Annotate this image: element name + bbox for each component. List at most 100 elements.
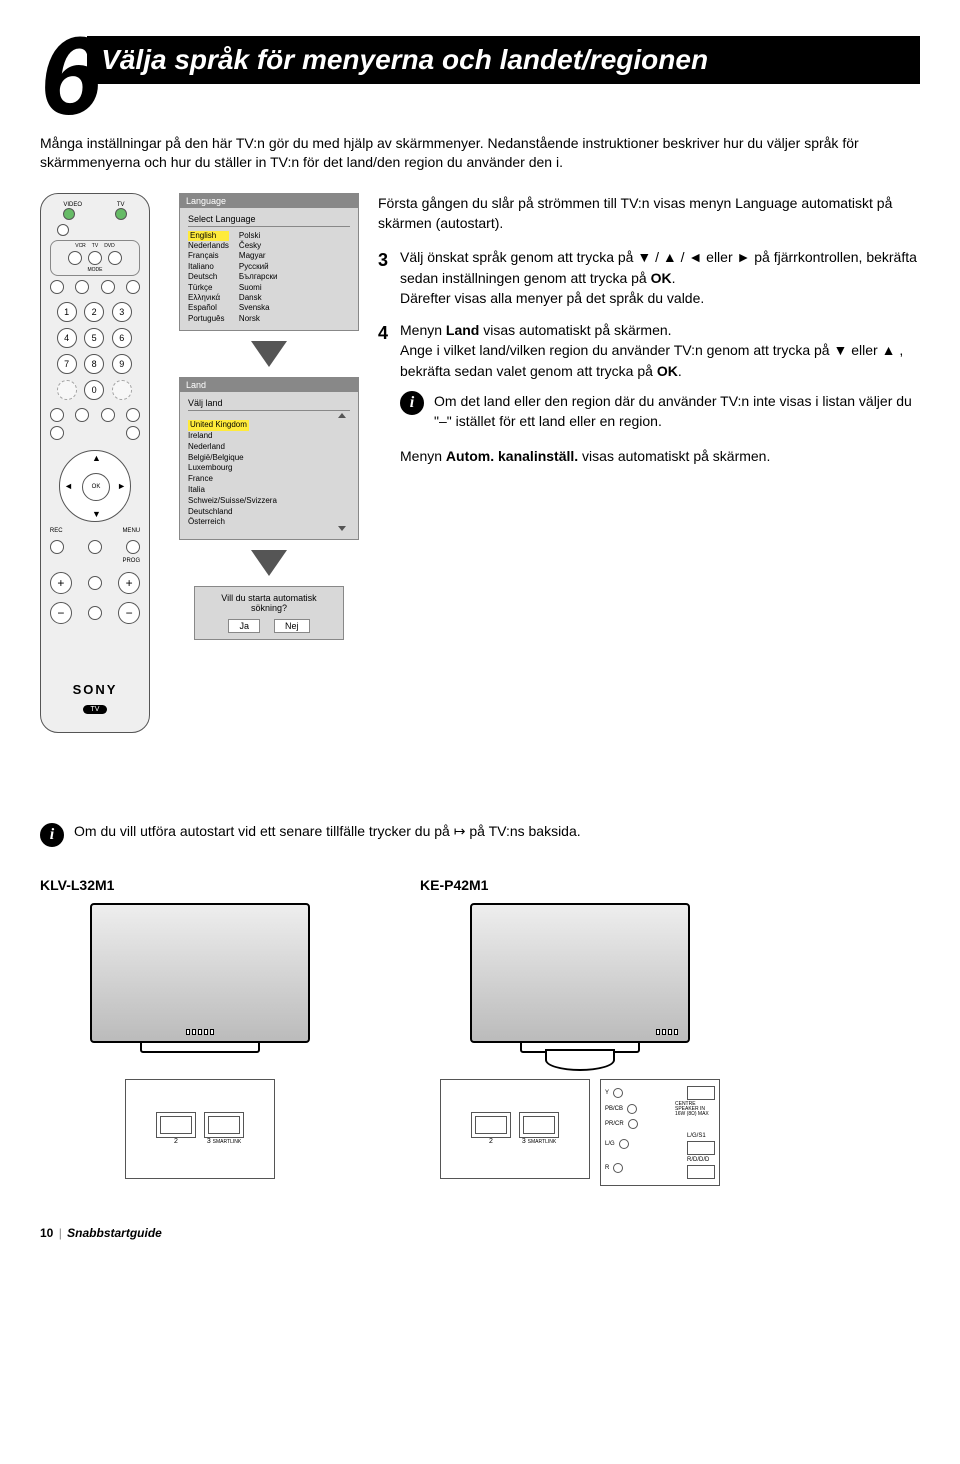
land-item[interactable]: België/Belgique — [188, 453, 350, 464]
land-item[interactable]: Ireland — [188, 431, 350, 442]
keypad-8[interactable]: 8 — [84, 354, 104, 374]
keypad-2[interactable]: 2 — [84, 302, 104, 322]
remote-video-label: VIDEO — [63, 202, 82, 208]
remote-color-yellow[interactable] — [101, 408, 115, 422]
flow-arrow-icon — [251, 550, 287, 576]
left-arrow-icon: ◄ — [688, 247, 702, 267]
remote-dpad[interactable]: ▲ ▼ ◄ ► OK — [59, 450, 131, 522]
vol-down-button[interactable]: − — [50, 602, 72, 624]
lang-item[interactable]: Svenska — [239, 303, 278, 313]
step-3-number: 3 — [378, 247, 400, 308]
lang-item[interactable]: Nederlands — [188, 241, 229, 251]
lang-item[interactable]: Español — [188, 303, 229, 313]
remote-color-blue[interactable] — [126, 408, 140, 422]
lgs1-connector-icon — [687, 1141, 715, 1155]
lg-connector-icon — [619, 1139, 629, 1149]
keypad-7[interactable]: 7 — [57, 354, 77, 374]
remote-center-small[interactable] — [88, 576, 102, 590]
remote-power-tv[interactable] — [115, 208, 127, 220]
prog-down-button[interactable]: − — [118, 602, 140, 624]
lang-item[interactable]: Ελληνικά — [188, 293, 229, 303]
lang-item[interactable]: Polski — [239, 231, 278, 241]
land-item[interactable]: Italia — [188, 485, 350, 496]
keypad-0[interactable]: 0 — [84, 380, 104, 400]
scroll-up-icon — [338, 413, 346, 418]
land-item[interactable]: Luxembourg — [188, 463, 350, 474]
remote-ext-btn[interactable] — [88, 540, 102, 554]
keypad-1[interactable]: 1 — [57, 302, 77, 322]
remote-teletext[interactable] — [50, 426, 64, 440]
model-1-name: KLV-L32M1 — [40, 877, 360, 893]
lang-item[interactable]: Português — [188, 314, 229, 324]
mode-tv-button[interactable] — [88, 251, 102, 265]
keypad-4[interactable]: 4 — [57, 328, 77, 348]
lang-item[interactable]: Italiano — [188, 262, 229, 272]
lang-item[interactable]: Magyar — [239, 251, 278, 261]
remote-control: VIDEO TV VCR TV DVD — [40, 193, 150, 733]
confirm-yes-button[interactable]: Ja — [228, 619, 260, 633]
lang-item[interactable]: Français — [188, 251, 229, 261]
model-2-name: KE-P42M1 — [420, 877, 740, 893]
intro-text: Många inställningar på den här TV:n gör … — [40, 134, 920, 173]
flow-arrow-icon — [251, 341, 287, 367]
lang-item[interactable]: Български — [239, 272, 278, 282]
remote-brand: SONY — [73, 682, 118, 697]
lang-item[interactable]: Suomi — [239, 283, 278, 293]
keypad-ext1[interactable] — [57, 380, 77, 400]
down-arrow-icon: ▼ — [637, 247, 651, 267]
remote-mute[interactable] — [57, 224, 69, 236]
lang-item[interactable]: Deutsch — [188, 272, 229, 282]
lang-item[interactable]: Dansk — [239, 293, 278, 303]
keypad-5[interactable]: 5 — [84, 328, 104, 348]
keypad-9[interactable]: 9 — [112, 354, 132, 374]
land-item[interactable]: Nederland — [188, 442, 350, 453]
scart-port-icon — [156, 1112, 196, 1138]
keypad-3[interactable]: 3 — [112, 302, 132, 322]
lang-item[interactable]: Türkçe — [188, 283, 229, 293]
osd-language: Language Select Language English Nederla… — [179, 193, 359, 332]
lang-english[interactable]: English — [188, 231, 229, 241]
scart-port-icon — [471, 1112, 511, 1138]
keypad-6[interactable]: 6 — [112, 328, 132, 348]
land-item-uk[interactable]: United Kingdom — [188, 420, 249, 431]
lang-item[interactable]: Norsk — [239, 314, 278, 324]
osd-language-title: Language — [180, 194, 358, 208]
remote-fn3[interactable] — [101, 280, 115, 294]
remote-power-video[interactable] — [63, 208, 75, 220]
prog-up-button[interactable]: + — [118, 572, 140, 594]
lang-item[interactable]: Русский — [239, 262, 278, 272]
menu-button[interactable] — [126, 540, 140, 554]
lang-item[interactable]: Česky — [239, 241, 278, 251]
mode-vcr-label: VCR — [75, 243, 86, 249]
keypad-ext2[interactable] — [112, 380, 132, 400]
info-icon: i — [40, 823, 64, 847]
r-connector-icon — [613, 1163, 623, 1173]
mode-dvd-button[interactable] — [108, 251, 122, 265]
remote-color-red[interactable] — [50, 408, 64, 422]
land-item[interactable]: France — [188, 474, 350, 485]
vol-up-button[interactable]: + — [50, 572, 72, 594]
remote-fn1[interactable] — [50, 280, 64, 294]
land-item[interactable]: Österreich — [188, 517, 350, 528]
page-title: Välja språk för menyerna och landet/regi… — [87, 36, 920, 84]
mode-vcr-button[interactable] — [68, 251, 82, 265]
dpad-up-icon: ▲ — [92, 453, 101, 463]
remote-fn4[interactable] — [126, 280, 140, 294]
remote-fn2[interactable] — [75, 280, 89, 294]
dpad-ok-button[interactable]: OK — [82, 473, 110, 501]
rec-button[interactable] — [50, 540, 64, 554]
scart-panel-2: 2 3 SMARTLINK — [440, 1079, 590, 1179]
reset-icon: ↦ — [454, 823, 466, 840]
osd-confirm: Vill du starta automatisk sökning? Ja Ne… — [194, 586, 344, 640]
rec-label: REC — [50, 528, 63, 534]
remote-info[interactable] — [126, 426, 140, 440]
page-footer: 10 | Snabbstartguide — [40, 1226, 920, 1240]
remote-center-small2[interactable] — [88, 606, 102, 620]
dpad-down-icon: ▼ — [92, 509, 101, 519]
land-item[interactable]: Deutschland — [188, 507, 350, 518]
confirm-no-button[interactable]: Nej — [274, 619, 310, 633]
land-item[interactable]: Schweiz/Suisse/Svizzera — [188, 496, 350, 507]
remote-color-green[interactable] — [75, 408, 89, 422]
osd-confirm-question: Vill du starta automatisk sökning? — [203, 593, 335, 613]
pb-connector-icon — [627, 1104, 637, 1114]
